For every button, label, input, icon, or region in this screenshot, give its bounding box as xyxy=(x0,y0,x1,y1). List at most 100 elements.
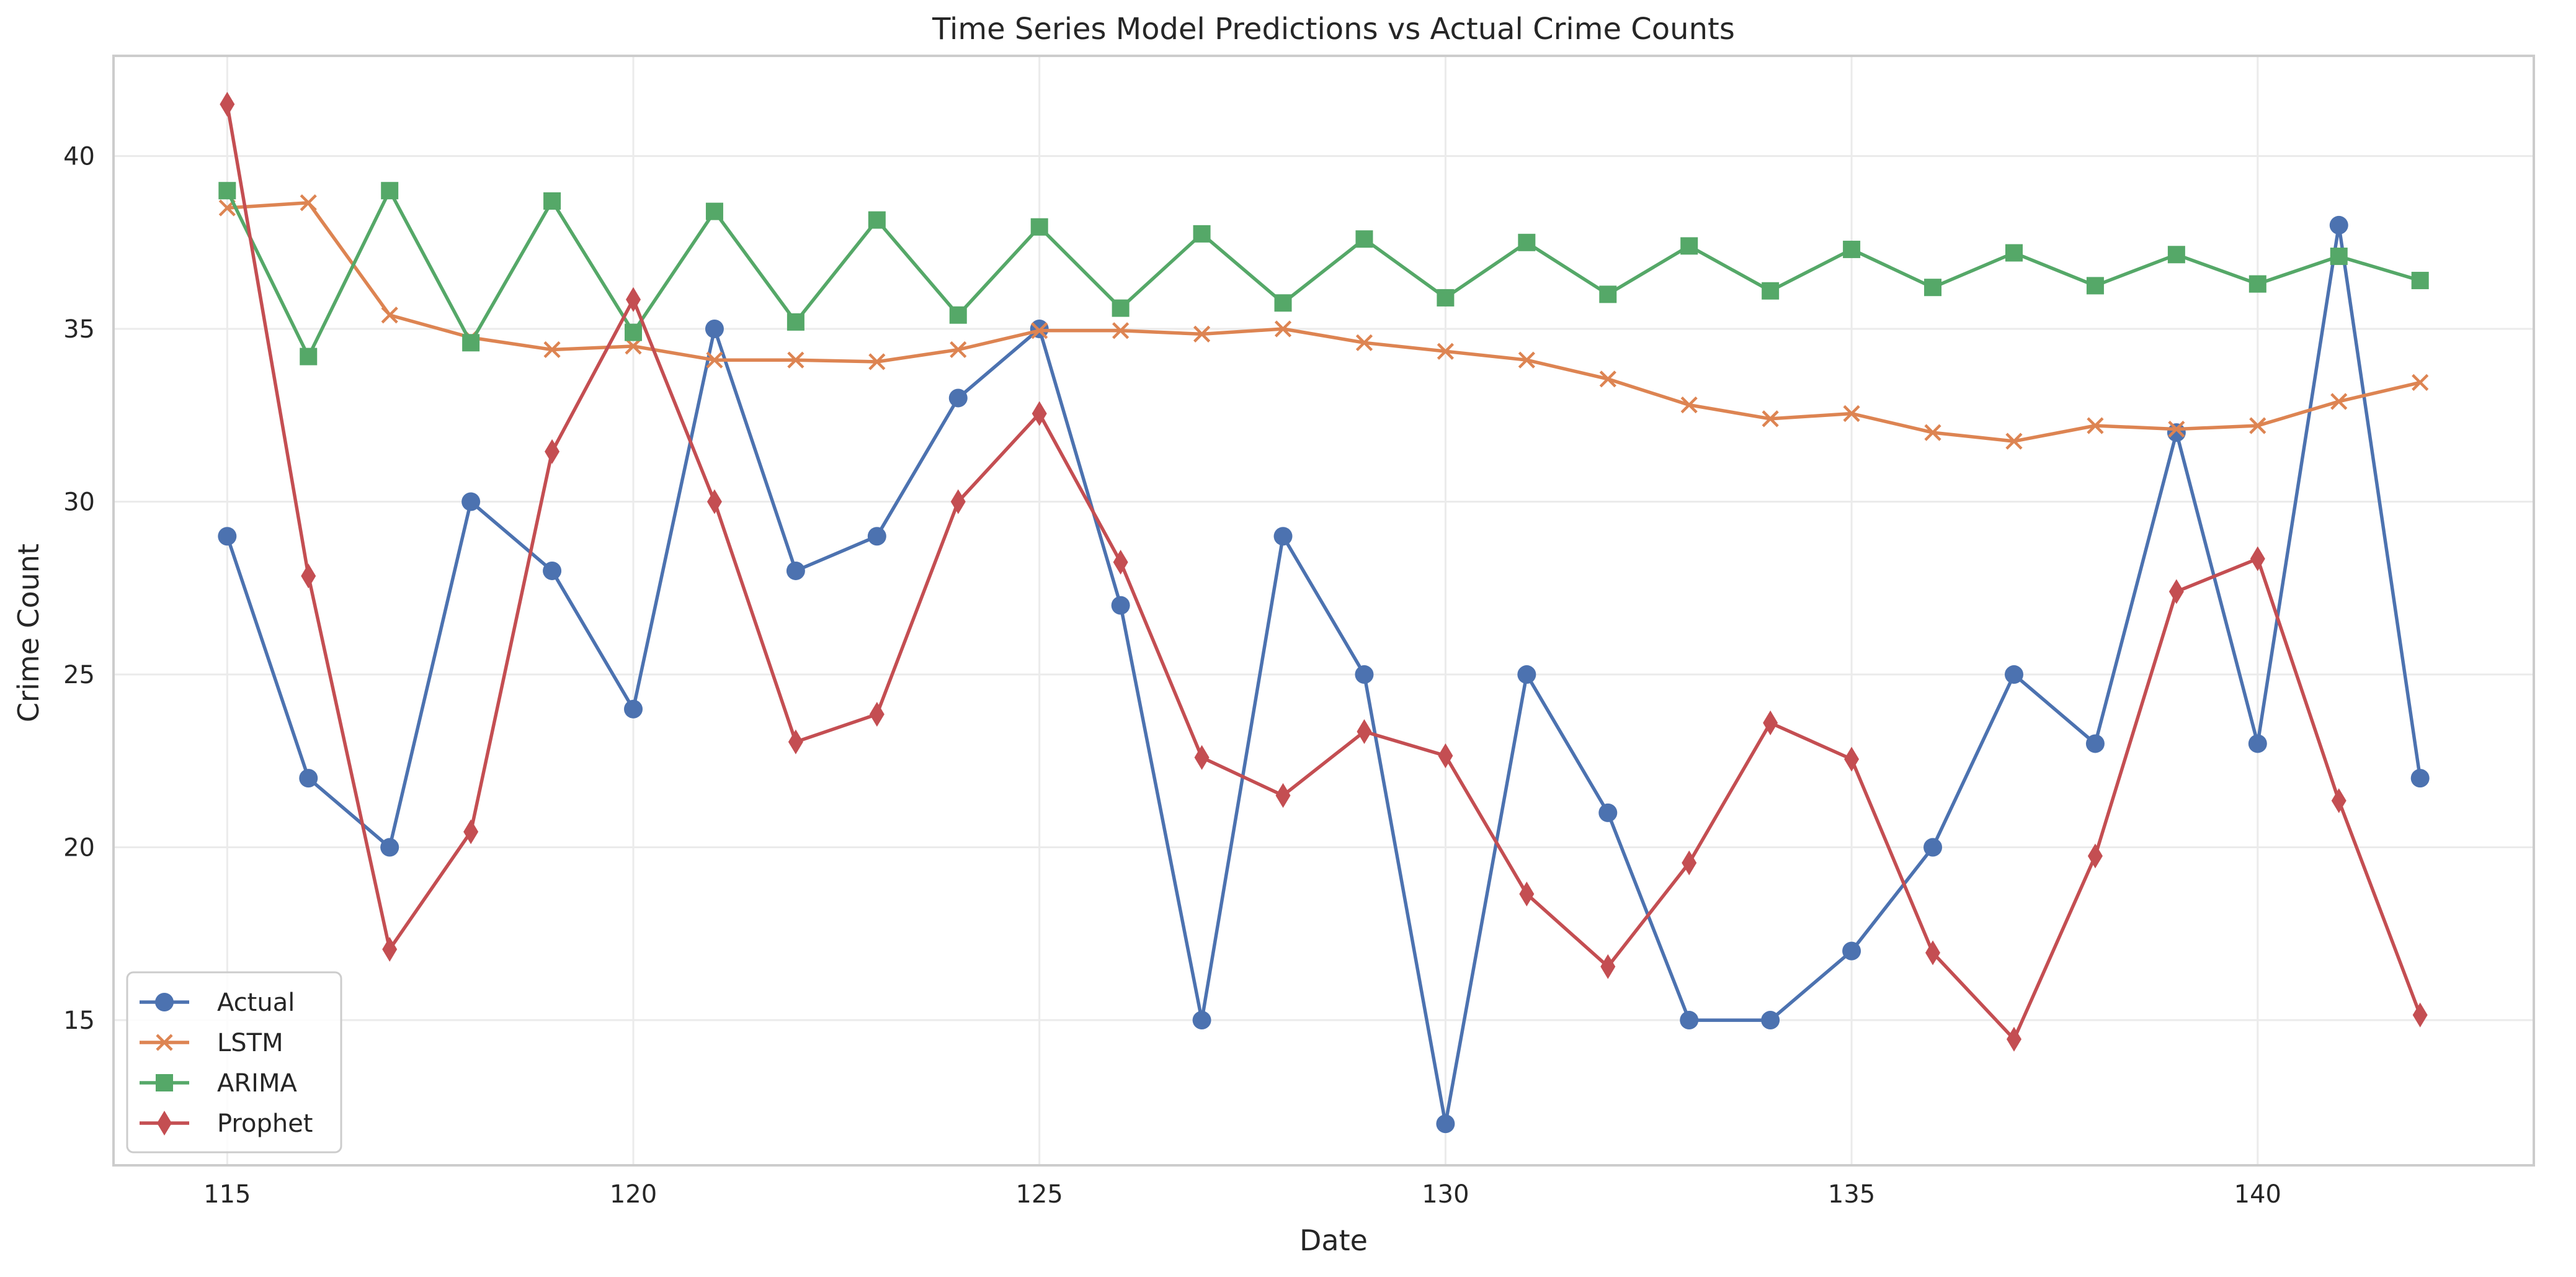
data-point-lstm xyxy=(381,307,398,324)
data-point-arima xyxy=(1680,237,1698,255)
data-point-arima xyxy=(1843,240,1861,258)
data-point-arima xyxy=(218,182,236,200)
data-point-arima xyxy=(868,211,886,229)
data-point-prophet xyxy=(950,489,966,514)
data-point-actual xyxy=(380,838,399,857)
data-point-actual xyxy=(1355,665,1374,684)
data-point-arima xyxy=(1274,294,1292,312)
data-point-lstm xyxy=(2168,420,2185,438)
x-tick-label: 115 xyxy=(203,1180,251,1209)
data-point-lstm xyxy=(1518,351,1535,369)
data-point-lstm xyxy=(1031,322,1048,339)
data-point-actual xyxy=(2085,734,2105,753)
legend-item-arima: ARIMA xyxy=(140,1069,297,1098)
legend-item-prophet: Prophet xyxy=(140,1109,313,1138)
data-point-actual xyxy=(2410,769,2430,788)
data-point-prophet xyxy=(706,489,722,514)
series-line-actual xyxy=(225,223,2422,1126)
data-point-prophet xyxy=(1194,745,1210,770)
data-point-actual xyxy=(786,561,805,580)
data-point-prophet xyxy=(463,819,479,845)
data-point-actual xyxy=(1680,1011,1699,1030)
y-axis-label: Crime Count xyxy=(12,544,45,722)
data-point-arima xyxy=(2411,272,2429,290)
data-point-arima xyxy=(1030,218,1048,236)
x-tick-label: 140 xyxy=(2234,1180,2281,1209)
data-point-prophet xyxy=(869,702,885,727)
y-tick-label: 40 xyxy=(63,143,95,171)
data-point-prophet xyxy=(2412,1002,2428,1028)
legend-label: LSTM xyxy=(217,1029,283,1057)
data-point-prophet xyxy=(2250,546,2265,571)
x-axis-label: Date xyxy=(1299,1224,1368,1257)
data-point-prophet xyxy=(1357,719,1372,744)
data-point-prophet xyxy=(1844,746,1860,772)
data-point-actual xyxy=(1517,665,1536,684)
data-point-lstm xyxy=(543,341,561,359)
data-point-lstm xyxy=(1599,370,1616,388)
series-lstm xyxy=(218,194,2429,450)
data-point-lstm xyxy=(2412,374,2429,391)
data-point-prophet xyxy=(1519,881,1535,907)
data-point-prophet xyxy=(1113,550,1128,575)
series-prophet xyxy=(220,91,2428,1052)
x-tick-label: 125 xyxy=(1016,1180,1063,1209)
tick-labels: 115 120 125 130 135 140 15 20 25 30 35 40 xyxy=(63,143,2281,1209)
data-point-actual xyxy=(461,492,481,511)
data-point-lstm xyxy=(706,351,723,369)
data-point-actual xyxy=(2329,215,2348,235)
x-tick-label: 135 xyxy=(1828,1180,1875,1209)
data-point-arima xyxy=(949,306,967,324)
data-point-lstm xyxy=(1355,334,1373,351)
legend-box xyxy=(126,971,342,1154)
data-point-lstm xyxy=(1762,410,1779,428)
data-point-arima xyxy=(2005,244,2023,262)
data-point-prophet xyxy=(1438,743,1453,768)
data-point-lstm xyxy=(1924,424,1941,441)
data-point-lstm xyxy=(1680,396,1698,414)
data-point-lstm xyxy=(2330,393,2348,410)
data-point-arima xyxy=(2330,248,2348,266)
data-point-actual xyxy=(1598,803,1618,822)
data-point-actual xyxy=(218,527,237,546)
series-lines xyxy=(218,91,2430,1134)
y-tick-label: 25 xyxy=(63,661,95,689)
data-point-actual xyxy=(299,769,318,788)
data-point-arima xyxy=(625,323,643,341)
data-point-actual xyxy=(1842,941,1861,961)
data-point-prophet xyxy=(1682,850,1697,876)
data-point-lstm xyxy=(2087,417,2104,434)
data-point-lstm xyxy=(787,351,804,369)
legend-marker xyxy=(156,1034,173,1051)
series-arima xyxy=(218,182,2429,365)
data-point-arima xyxy=(462,334,480,352)
data-point-actual xyxy=(867,527,886,546)
data-point-actual xyxy=(1436,1114,1455,1134)
data-point-prophet xyxy=(1925,940,1941,966)
data-point-lstm xyxy=(868,353,886,370)
data-point-lstm xyxy=(2005,432,2023,450)
data-point-prophet xyxy=(545,439,560,464)
data-point-arima xyxy=(1437,289,1455,307)
legend-marker xyxy=(156,1074,173,1091)
data-point-actual xyxy=(1273,527,1293,546)
data-point-prophet xyxy=(301,563,316,589)
data-point-arima xyxy=(1599,285,1617,303)
data-point-arima xyxy=(1112,299,1130,317)
y-tick-label: 30 xyxy=(63,488,95,517)
legend-label: ARIMA xyxy=(217,1069,297,1098)
data-point-actual xyxy=(1111,596,1130,615)
y-tick-label: 20 xyxy=(63,834,95,863)
chart-title: Time Series Model Predictions vs Actual … xyxy=(932,12,1735,47)
legend-marker xyxy=(155,993,174,1011)
data-point-lstm xyxy=(2249,417,2266,434)
data-point-arima xyxy=(1762,282,1780,300)
data-point-actual xyxy=(1761,1011,1780,1030)
series-line-prophet xyxy=(225,104,2422,1041)
data-point-arima xyxy=(2167,246,2185,264)
legend-item-lstm: LSTM xyxy=(140,1029,283,1057)
legend-label: Prophet xyxy=(217,1109,313,1138)
data-point-arima xyxy=(1924,279,1942,297)
